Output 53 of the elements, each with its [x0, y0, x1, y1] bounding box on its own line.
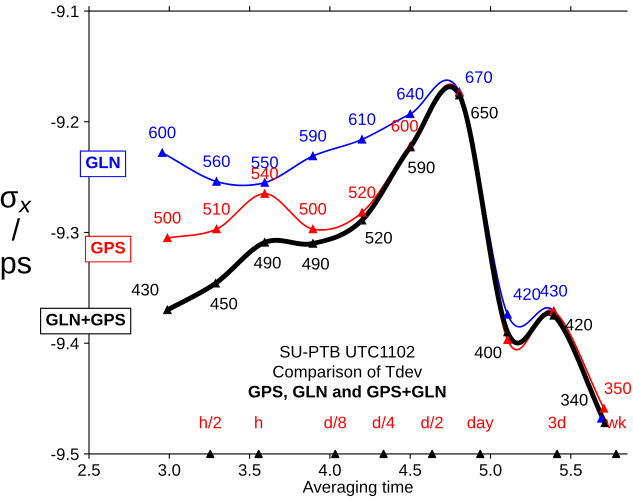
x-tick-label: 4.0: [318, 464, 341, 476]
y-axis-title: σ$_{x}$ / ps: [0, 191, 32, 280]
text: GLN: [86, 156, 120, 168]
x-tick-label: 3.0: [158, 464, 180, 476]
annotation: Comparison of Tdev: [273, 365, 422, 381]
annotation: d/8: [324, 416, 346, 428]
annotation: 640: [397, 88, 424, 100]
annotation: 420: [513, 288, 540, 300]
annotation: 520: [348, 186, 376, 198]
annotation: 420: [565, 318, 592, 331]
x-tick-label: 4.5: [399, 464, 422, 476]
annotation: 550: [251, 156, 278, 168]
annotation: 350: [604, 382, 632, 394]
y-tick-label: -9.4: [51, 338, 79, 350]
annotation: 650: [471, 106, 498, 119]
annotation: 340: [561, 394, 588, 406]
y-tick-label: -9.1: [51, 5, 78, 18]
annotation: 590: [300, 130, 326, 142]
annotation: 560: [203, 155, 230, 168]
annotation: 430: [540, 284, 568, 297]
annotation: h: [255, 416, 262, 428]
annotation: 670: [466, 71, 492, 83]
annotation: 3d: [548, 416, 566, 428]
x-tick-label: 2.5: [78, 464, 100, 476]
text: GPS: [91, 242, 126, 254]
annotation: 490: [254, 256, 281, 269]
annotation: 520: [365, 232, 392, 244]
annotation: 610: [348, 113, 376, 126]
annotation: 590: [408, 162, 435, 174]
y-tick-label: -9.5: [51, 448, 79, 460]
x-tick-label: 5.0: [480, 464, 502, 476]
annotation: 510: [203, 202, 230, 215]
annotation: 600: [149, 126, 176, 138]
y-tick-label: -9.2: [51, 116, 78, 128]
x-tick-label: 3.5: [238, 464, 260, 476]
annotation: GPS, GLN and GPS+GLN: [248, 385, 446, 400]
annotation: h/2: [200, 416, 222, 428]
annotation: 500: [154, 212, 181, 224]
annotation: d/2: [421, 416, 443, 428]
annotation: day: [468, 416, 494, 432]
annotation: 450: [210, 298, 238, 310]
y-tick-label: -9.3: [51, 226, 79, 239]
text: GLN+GPS: [46, 314, 126, 326]
annotation: 540: [251, 168, 278, 180]
x-axis-title: Averaging time: [302, 480, 413, 496]
x-tick-label: 5.5: [560, 464, 582, 476]
annotation: 400: [474, 346, 502, 358]
annotation: 600: [392, 120, 418, 132]
annotation: d/4: [372, 416, 395, 428]
annotation: 500: [300, 202, 326, 215]
annotation: 490: [302, 258, 329, 270]
annotation: SU-PTB UTC1102: [280, 346, 414, 358]
annotation: 430: [132, 284, 158, 296]
